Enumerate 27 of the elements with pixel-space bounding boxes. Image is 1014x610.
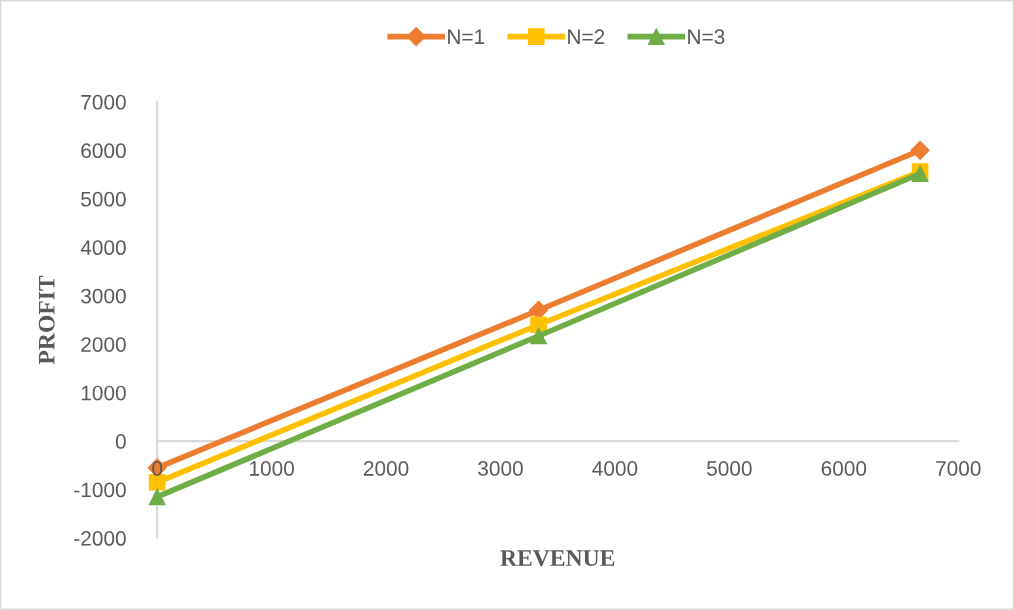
x-tick-label: 1000 (250, 461, 294, 476)
x-tick-label: 6000 (821, 461, 867, 476)
y-tick-label: 6000 (81, 143, 126, 159)
y-tick-label: 2000 (81, 337, 126, 352)
legend-label: N=2 (568, 29, 605, 44)
x-axis-title: REVENUE (500, 550, 615, 567)
y-tick-label: 1000 (81, 385, 126, 401)
x-tick-label: 5000 (707, 461, 752, 476)
point (148, 488, 166, 506)
y-tick-label: -1000 (74, 482, 126, 498)
x-tick-label: 0 (152, 461, 163, 476)
legend-label: N=3 (688, 29, 725, 45)
point (910, 140, 930, 160)
y-tick-label: 7000 (81, 94, 126, 110)
y-tick-label: 0 (115, 434, 126, 449)
x-tick-label: 2000 (363, 461, 409, 476)
y-tick-label: 3000 (81, 288, 126, 304)
y-tick-label: 4000 (80, 240, 126, 256)
x-tick-label: 7000 (936, 461, 981, 476)
x-tick-label: 3000 (478, 461, 523, 476)
point (530, 327, 547, 345)
y-axis-title: PROFIT (38, 275, 55, 365)
x-tick-label: 4000 (592, 461, 638, 476)
y-tick-label: -2000 (74, 531, 126, 546)
y-tick-label: 5000 (81, 191, 126, 207)
legend-label: N=1 (448, 29, 485, 44)
point (530, 316, 547, 334)
